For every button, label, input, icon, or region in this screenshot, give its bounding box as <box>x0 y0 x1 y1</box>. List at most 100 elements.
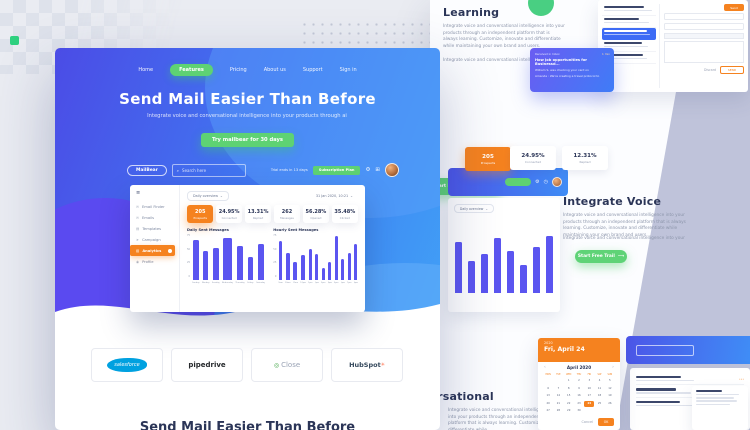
mailbear-logo[interactable]: MailBear <box>127 164 167 176</box>
calendar-ok-button[interactable]: OK <box>598 417 614 426</box>
calendar-header: 2020 Fri, April 24 <box>538 338 620 362</box>
y-axis: 75 50 25 0 <box>273 234 277 278</box>
day-cell[interactable]: 15 <box>567 394 571 397</box>
avatar[interactable] <box>552 177 562 187</box>
day-cell[interactable]: 17 <box>587 394 591 397</box>
send-button[interactable]: SEND <box>720 66 744 74</box>
list-action-link[interactable]: ••• <box>739 376 744 381</box>
day-cell[interactable]: 25 <box>597 401 602 405</box>
salesforce-logo[interactable]: salesforce <box>91 348 163 382</box>
green-square-decor <box>10 36 19 45</box>
day-cell[interactable]: 3 <box>588 379 591 382</box>
close-logo[interactable]: ◎ Close <box>251 348 323 382</box>
pipedrive-logo[interactable]: pipedrive <box>171 348 243 382</box>
nav-item-support[interactable]: Support <box>302 67 323 73</box>
formatting-toolbar[interactable] <box>664 33 744 39</box>
text-line <box>636 388 677 391</box>
hubspot-logo[interactable]: HubSpot ✳ <box>331 348 403 382</box>
day-cell[interactable]: 28 <box>556 409 561 412</box>
subscription-plan-button[interactable]: Subscription Plan <box>312 165 361 175</box>
apps-grid-icon[interactable]: ⊞ <box>375 167 380 173</box>
day-cell[interactable]: 4 <box>598 379 601 382</box>
day-cell[interactable]: 18 <box>597 394 602 397</box>
list-item[interactable]: ••• <box>636 373 744 386</box>
day-cell-selected[interactable]: 24 <box>584 400 595 407</box>
day-cell[interactable]: 22 <box>567 401 571 405</box>
day-cell[interactable]: 5 <box>609 379 611 382</box>
bell-icon[interactable]: ◷ <box>543 179 548 185</box>
hamburger-icon[interactable]: ≡ <box>136 190 141 196</box>
day-cell[interactable]: 13 <box>546 394 550 397</box>
bar <box>455 242 463 293</box>
sidebar-item-label: Campaign <box>141 237 161 242</box>
day-cell[interactable]: 27 <box>546 409 550 412</box>
day-cell[interactable]: 6 <box>547 386 549 390</box>
sidebar-item-analytics[interactable]: ▥ Analytics <box>130 245 175 256</box>
gear-icon[interactable]: ⚙ <box>535 179 540 185</box>
search-input[interactable]: ⌕ Search here <box>171 163 246 177</box>
bar <box>519 265 527 293</box>
to-field[interactable] <box>664 13 744 20</box>
calendar-cancel-button[interactable]: Cancel <box>581 419 594 424</box>
avatar[interactable] <box>385 163 399 177</box>
gear-icon[interactable]: ⚙ <box>365 167 371 173</box>
integrate-paragraph-2: Integrate voice and conversational intel… <box>563 236 685 241</box>
stat-card-replied: 12.31% Replied <box>562 146 608 170</box>
email-list-item[interactable] <box>602 4 656 16</box>
day-cell[interactable]: 19 <box>608 394 612 397</box>
text-line <box>696 390 723 393</box>
email-list-item[interactable] <box>602 40 656 52</box>
day-cell[interactable]: 8 <box>567 386 570 390</box>
email-list-item-selected[interactable] <box>602 28 656 40</box>
sidebar-item-email-finder[interactable]: ✉ Email Finder <box>130 201 179 212</box>
stat-card-connected: 24.95% Connected <box>215 205 243 223</box>
nav-item-signin[interactable]: Sign in <box>339 67 357 73</box>
sidebar-item-campaign[interactable]: ➤ Campaign <box>130 234 179 245</box>
try-mailbear-button[interactable]: Try mailbear for 30 days <box>200 133 294 147</box>
day-cell[interactable]: 7 <box>557 386 560 390</box>
bar <box>257 244 264 280</box>
day-cell[interactable]: 11 <box>597 386 602 390</box>
bottom-side-card <box>692 386 748 430</box>
subject-field[interactable] <box>664 23 744 30</box>
nav-item-features[interactable]: Features <box>170 64 213 76</box>
integration-logos: salesforce pipedrive ◎ Close HubSpot ✳ <box>91 348 403 382</box>
day-cell[interactable]: 10 <box>587 386 591 390</box>
start-free-trial-button[interactable]: Start Free Trail ⟶ <box>575 250 627 263</box>
calendar-year[interactable]: 2020 <box>544 341 553 345</box>
calendar-month-label: April 2020 <box>566 365 592 370</box>
day-cell[interactable]: 1 <box>567 379 570 382</box>
day-cell[interactable]: 26 <box>608 401 612 405</box>
mini-overview-dropdown[interactable]: Daily overview ⌄ <box>454 204 494 213</box>
email-list-item[interactable] <box>602 52 656 64</box>
sidebar-item-templates[interactable]: ▤ Templates <box>130 223 179 234</box>
day-cell[interactable]: 30 <box>577 409 581 412</box>
day-cell[interactable]: 2 <box>578 379 580 382</box>
discard-button[interactable]: Discard <box>704 68 716 72</box>
day-cell[interactable]: 23 <box>577 401 581 405</box>
search-input[interactable] <box>636 344 694 356</box>
day-cell[interactable]: 12 <box>608 386 612 390</box>
email-list-item[interactable] <box>602 16 656 28</box>
date-dropdown[interactable]: 31 Jan 2020, 10:21 ⌄ <box>311 191 358 201</box>
day-cell[interactable]: 9 <box>578 386 580 390</box>
day-cell[interactable]: 29 <box>567 409 571 412</box>
sidebar-item-emails[interactable]: ✉ Emails <box>130 212 179 223</box>
calendar-next-button[interactable]: › <box>612 365 614 370</box>
message-body-field[interactable] <box>664 41 744 63</box>
nav-item-home[interactable]: Home <box>138 67 154 73</box>
nav-item-about[interactable]: About us <box>263 67 286 73</box>
day-cell[interactable]: 21 <box>556 401 561 405</box>
notification-card[interactable]: Received in Inbox 1 min How job opportun… <box>530 48 614 92</box>
day-cell[interactable]: 20 <box>546 401 550 405</box>
mini-subscription-button[interactable] <box>505 178 532 186</box>
mini-dashboard-topbar: ⚙ ◷ <box>448 168 568 196</box>
day-cell[interactable]: 16 <box>577 394 581 397</box>
text-line <box>604 57 647 60</box>
send-button-top[interactable]: Send <box>724 4 744 11</box>
overview-dropdown[interactable]: Daily overview ⌄ <box>187 191 229 201</box>
nav-item-pricing[interactable]: Pricing <box>229 67 247 73</box>
calendar-prev-button[interactable]: ‹ <box>544 365 546 370</box>
day-cell[interactable]: 14 <box>556 394 561 397</box>
sidebar-item-profile[interactable]: ◉ Profile <box>130 256 179 267</box>
